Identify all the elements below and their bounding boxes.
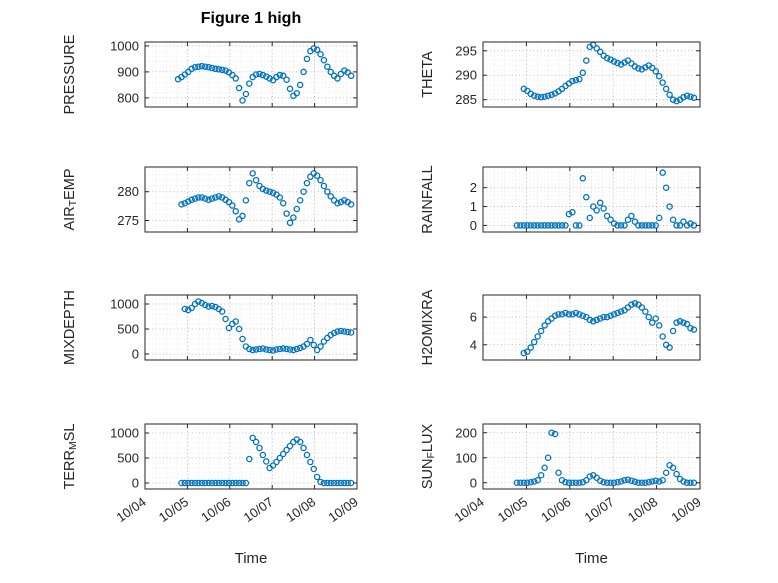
tick-marks: [144, 42, 358, 107]
y-axis-label: AIRTEMP: [62, 168, 79, 230]
y-tick-label: 4: [470, 337, 477, 352]
y-tick-label: 295: [455, 43, 477, 58]
subplot-air_temp: 275 280 AIRTEMP: [62, 166, 358, 233]
data-points: [513, 169, 698, 229]
y-axis-label: MIXDEPTH: [62, 290, 78, 365]
subplot-mixdepth: 0 500 1000 MIXDEPTH: [62, 290, 358, 365]
y-tick-label: 500: [117, 322, 139, 337]
y-tick-label: 0: [470, 475, 477, 490]
y-tick-label: 0: [470, 218, 477, 233]
y-axis-label: PRESSURE: [62, 34, 78, 114]
y-axis-label: SUNFLUX: [420, 424, 437, 490]
plot-border: [482, 166, 701, 233]
y-tick-label: 1000: [110, 297, 139, 312]
tick-marks: [144, 167, 358, 232]
y-tick-label: 1000: [110, 426, 139, 441]
x-tick-label: 10/09: [668, 494, 703, 525]
plot-border: [144, 423, 358, 490]
y-axis-label: THETA: [420, 51, 436, 98]
x-axis-label-right: Time: [575, 550, 608, 567]
plot-border: [482, 41, 701, 108]
tick-marks: [144, 424, 358, 489]
plot-border: [482, 294, 701, 361]
tick-marks: [482, 295, 701, 360]
data-points: [513, 429, 698, 487]
y-tick-label: 1000: [110, 38, 139, 53]
subplot-terr_msl: 0 500 1000 TERRMSL 10/04 10/05 10/06 10/07 10/08…: [62, 423, 361, 525]
y-tick-label: 280: [117, 184, 139, 199]
data-points: [181, 298, 355, 354]
x-tick-label: 10/06: [538, 494, 573, 525]
x-tick-label: 10/07: [582, 494, 617, 525]
subplot-pressure: 800 900 1000 PRESSURE: [62, 34, 358, 114]
y-tick-label: 275: [117, 213, 139, 228]
y-axis-label: TERRMSL: [62, 424, 79, 490]
data-points: [178, 434, 355, 487]
subplot-rainfall: 0 1 2 RAINFALL: [420, 165, 701, 234]
y-tick-label: 200: [455, 425, 477, 440]
y-axis-label: RAINFALL: [420, 165, 436, 234]
x-tick-label: 10/05: [156, 494, 191, 525]
y-tick-label: 285: [455, 92, 477, 107]
y-tick-label: 290: [455, 68, 477, 83]
tick-marks: [482, 42, 701, 107]
y-tick-label: 2: [470, 180, 477, 195]
x-tick-label: 10/08: [283, 494, 318, 525]
plot-border: [144, 41, 358, 108]
y-tick-label: 0: [132, 347, 139, 362]
subplot-h2omixra: 4 6 H2OMIXRA: [420, 289, 701, 365]
figure-title: Figure 1 high: [200, 10, 302, 27]
x-tick-label: 10/04: [113, 494, 148, 525]
x-tick-label: 10/09: [325, 494, 360, 525]
subplot-sun_flux: 0 100 200 SUNFLUX 10/04 10/05 10/06 10/07 10/08 1…: [420, 423, 704, 525]
x-tick-label: 10/07: [241, 494, 276, 525]
y-axis-label: H2OMIXRA: [420, 289, 436, 365]
x-tick-label: 10/05: [495, 494, 530, 525]
data-points: [174, 45, 355, 104]
subplot-theta: 285 290 295 THETA: [420, 41, 701, 108]
y-tick-label: 0: [132, 476, 139, 491]
x-axis-label-left: Time: [234, 550, 268, 567]
grid-lines: [483, 295, 700, 360]
y-tick-label: 900: [117, 64, 139, 79]
tick-marks: [482, 424, 701, 489]
x-tick-label: 10/08: [625, 494, 660, 525]
plot-border: [144, 166, 358, 233]
plot-border: [144, 294, 358, 361]
tick-marks: [144, 295, 358, 360]
y-tick-label: 6: [470, 310, 477, 325]
y-tick-label: 800: [117, 90, 139, 105]
data-points: [520, 300, 698, 357]
y-tick-label: 100: [455, 450, 477, 465]
y-tick-label: 1: [470, 199, 477, 214]
x-tick-label: 10/06: [198, 494, 233, 525]
data-points: [520, 42, 698, 105]
y-tick-label: 500: [117, 451, 139, 466]
tick-marks: [482, 167, 701, 232]
plot-border: [482, 423, 701, 490]
data-points: [178, 170, 355, 227]
x-tick-label: 10/04: [451, 494, 486, 525]
